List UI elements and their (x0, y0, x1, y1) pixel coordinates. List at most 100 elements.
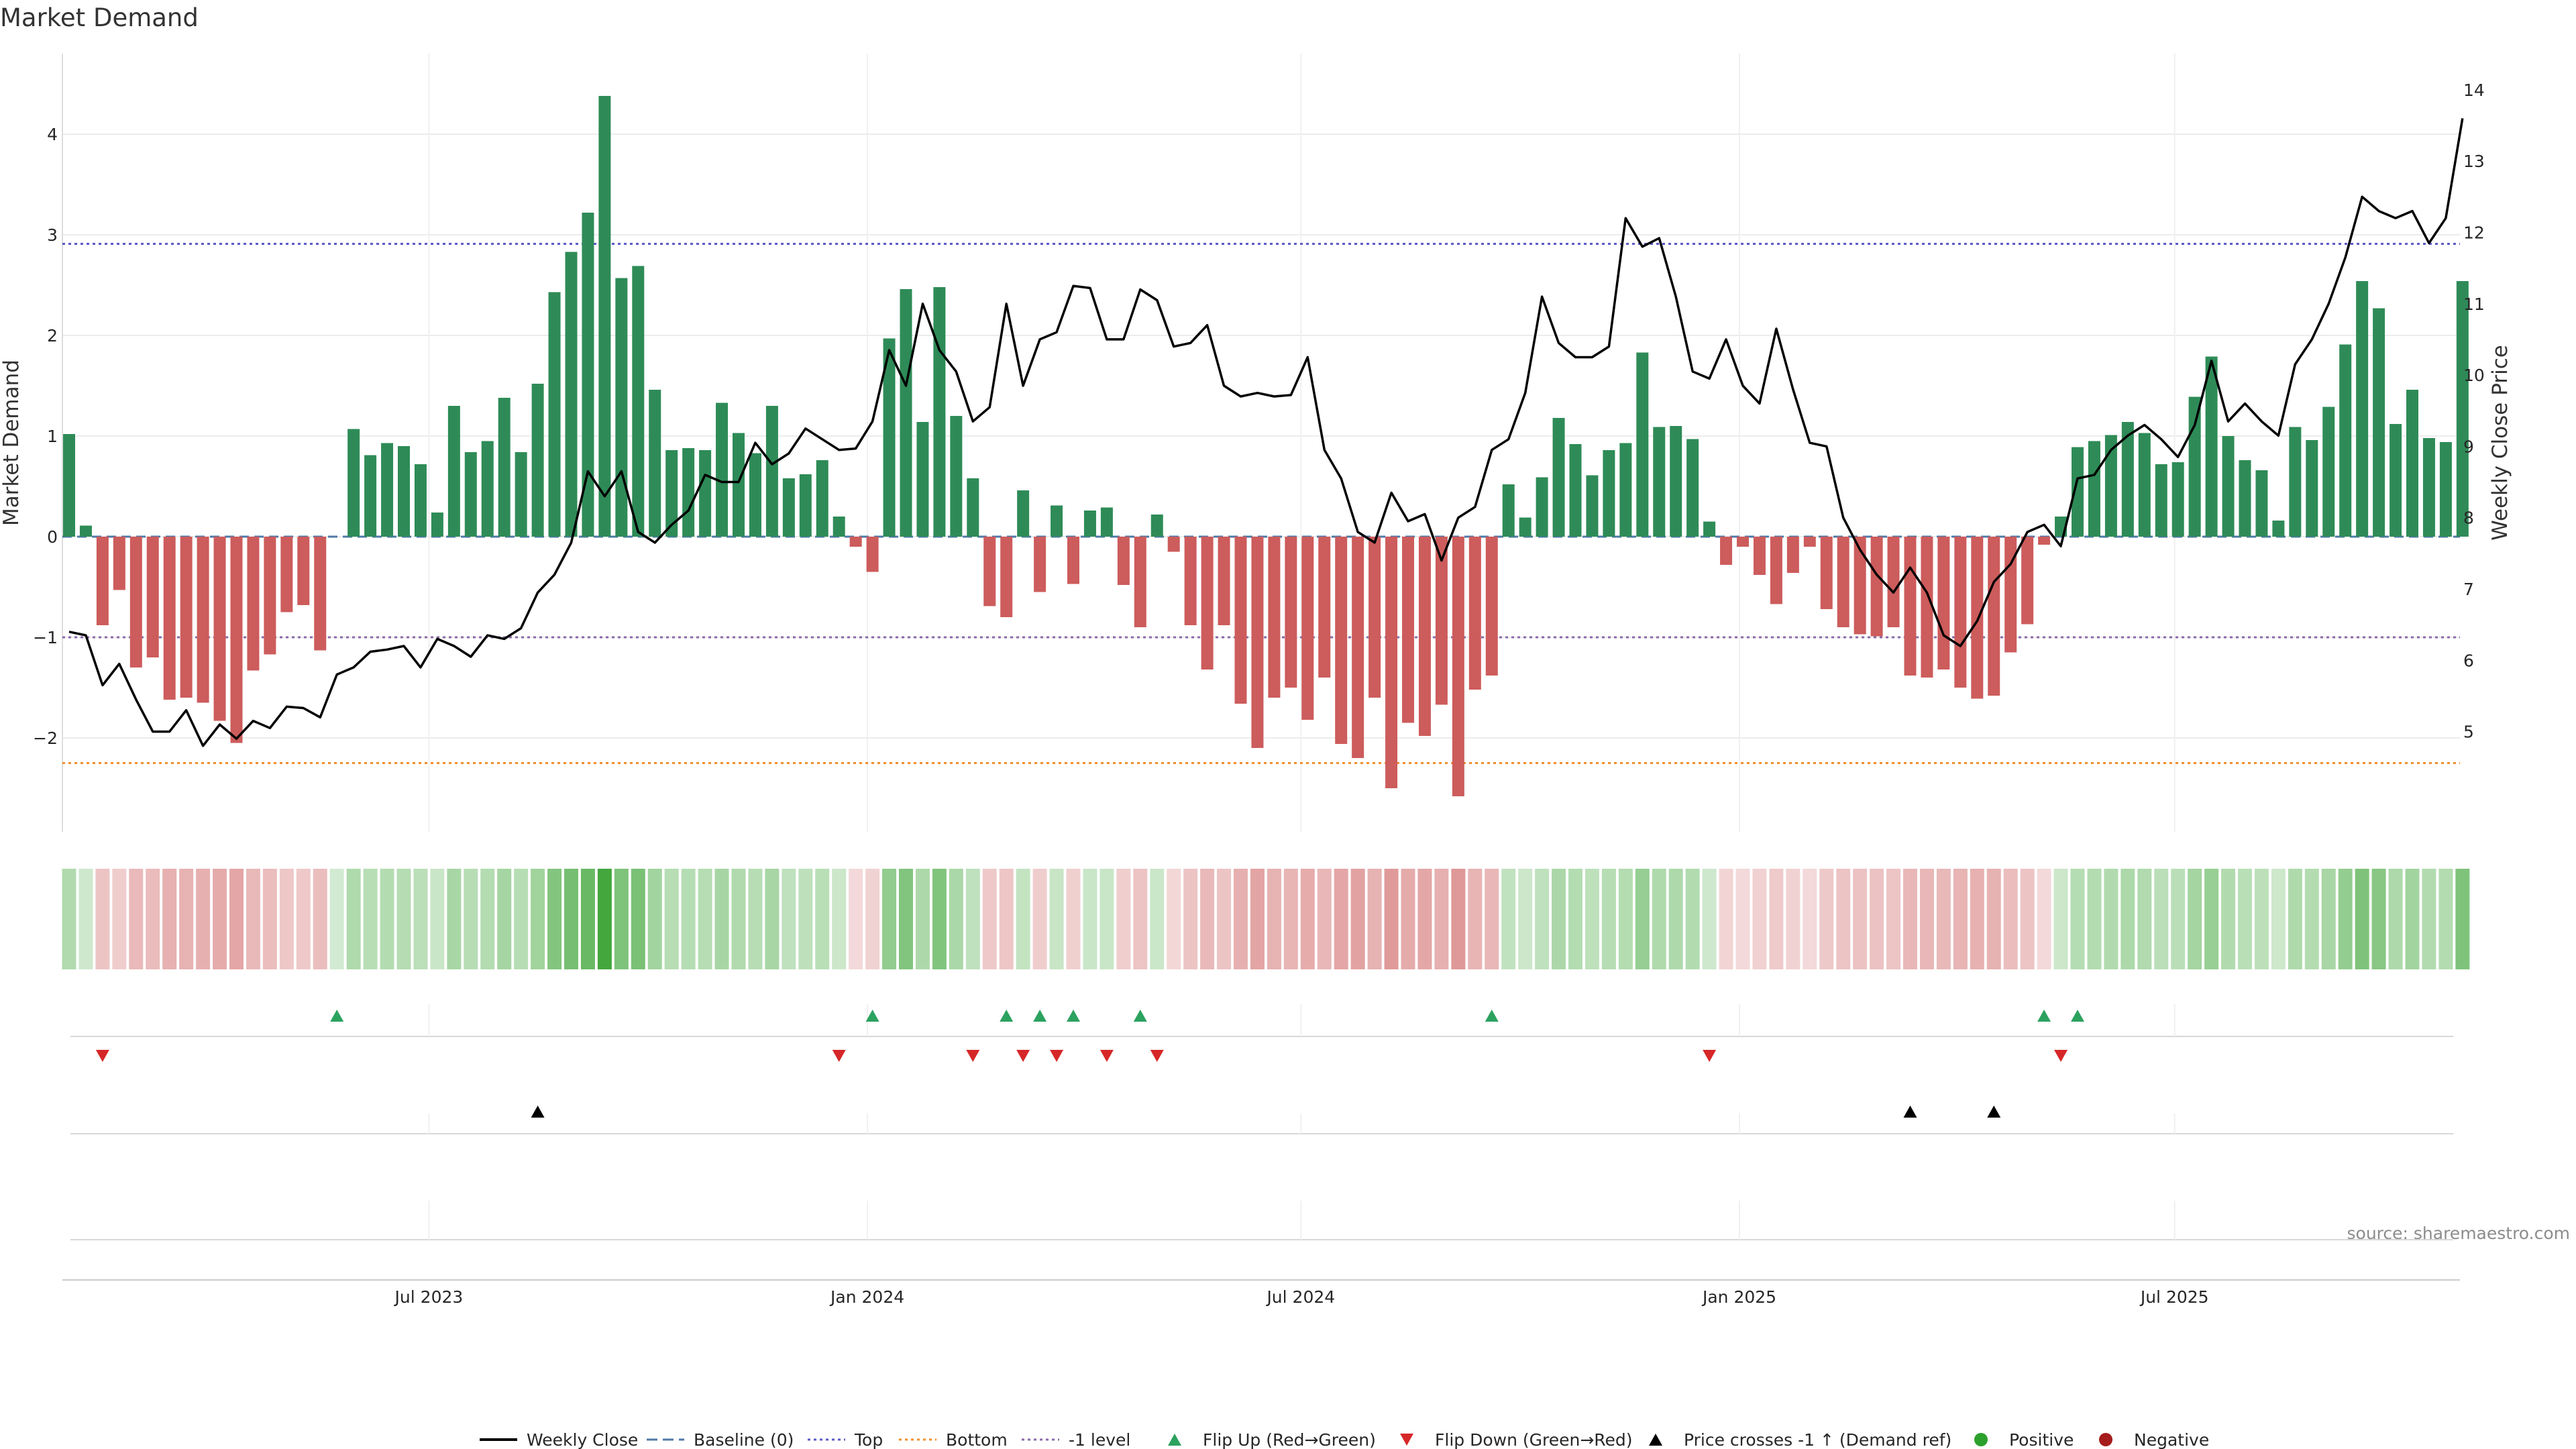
weekly-close-line (68, 118, 2464, 747)
heat-cell-101 (1752, 869, 1767, 969)
demand-bar-61 (1083, 511, 1096, 537)
heat-cell-30 (564, 869, 578, 969)
heat-cell-102 (1769, 869, 1784, 969)
heat-cell-113 (1953, 869, 1968, 969)
legend-label-7: Price crosses -1 ↑ (Demand ref) (1684, 1430, 1951, 1449)
demand-bar-110 (1904, 537, 1917, 676)
heat-cell-92 (1601, 869, 1616, 969)
heat-cell-108 (1870, 869, 1884, 969)
demand-bar-104 (1803, 537, 1816, 547)
demand-bar-3 (113, 537, 125, 590)
legend-label-0: Weekly Close (527, 1430, 638, 1449)
heat-cell-25 (480, 869, 495, 969)
demand-bar-99 (1720, 537, 1733, 565)
legend-item-1: Baseline (0) (647, 1430, 794, 1449)
demand-bar-88 (1536, 477, 1548, 537)
demand-bar-76 (1335, 537, 1348, 744)
legend-label-6: Flip Down (Green→Red) (1435, 1430, 1633, 1449)
demand-bar-58 (1034, 537, 1046, 592)
demand-bar-107 (1854, 537, 1866, 635)
heat-cell-115 (1986, 869, 2001, 969)
heat-cell-112 (1936, 869, 1951, 969)
heat-cell-81 (1417, 869, 1432, 969)
price-cross-marker-115 (1987, 1106, 2001, 1118)
legend-swatch-5 (1168, 1434, 1181, 1446)
heat-cell-58 (1032, 869, 1047, 969)
heat-cell-15 (313, 869, 327, 969)
flip-up-marker-60 (1067, 1010, 1080, 1022)
right-tick-label-0: 14 (2463, 80, 2485, 100)
flip-down-marker-46 (832, 1050, 846, 1062)
heat-cell-0 (62, 869, 76, 969)
demand-bar-56 (1000, 537, 1013, 617)
heat-cell-100 (1735, 869, 1750, 969)
demand-bar-103 (1786, 537, 1799, 573)
demand-bar-38 (699, 450, 712, 537)
demand-bar-65 (1150, 515, 1163, 537)
flip-up-marker-48 (865, 1010, 879, 1022)
heat-cell-43 (782, 869, 796, 969)
heat-cell-94 (1635, 869, 1650, 969)
heat-cell-78 (1367, 869, 1382, 969)
demand-bar-73 (1285, 537, 1297, 688)
legend-swatch-9 (2099, 1433, 2112, 1446)
heat-cell-107 (1853, 869, 1868, 969)
legend-label-1: Baseline (0) (694, 1430, 794, 1449)
heat-cell-29 (547, 869, 562, 969)
chart-title: Market Demand (0, 3, 199, 32)
heat-cell-103 (1786, 869, 1801, 969)
demand-bar-27 (515, 452, 527, 537)
demand-bar-49 (883, 338, 896, 537)
heat-cell-49 (882, 869, 897, 969)
heat-cell-139 (2388, 869, 2403, 969)
heat-cell-141 (2422, 869, 2436, 969)
heat-cell-42 (765, 869, 780, 969)
demand-bar-43 (782, 478, 795, 537)
x-tick-label-2: Jul 2024 (1265, 1287, 1335, 1307)
heat-cell-76 (1334, 869, 1348, 969)
heat-cell-18 (363, 869, 378, 969)
heat-cell-52 (932, 869, 947, 969)
demand-bar-75 (1318, 537, 1331, 678)
heat-cell-82 (1434, 869, 1449, 969)
demand-bar-62 (1100, 507, 1113, 537)
demand-bar-8 (197, 537, 209, 703)
demand-bar-36 (665, 450, 678, 537)
heat-cell-72 (1267, 869, 1281, 969)
heat-cell-16 (329, 869, 344, 969)
legend-item-5: Flip Up (Red→Green) (1168, 1430, 1376, 1449)
demand-bar-47 (849, 537, 862, 547)
legend-item-2: Top (808, 1430, 883, 1449)
heat-cell-132 (2271, 869, 2286, 969)
demand-bar-138 (2373, 308, 2385, 537)
heat-cell-117 (2020, 869, 2035, 969)
demand-bar-60 (1067, 537, 1079, 584)
heat-cell-4 (129, 869, 144, 969)
demand-bar-68 (1201, 537, 1214, 669)
demand-bar-17 (347, 429, 360, 537)
demand-bar-5 (146, 537, 159, 657)
demand-bar-94 (1636, 352, 1649, 537)
heat-cell-67 (1183, 869, 1198, 969)
legend: Weekly Close Baseline (0) Top Bottom -1 leve… (480, 1430, 2209, 1449)
demand-bar-84 (1468, 537, 1481, 690)
heat-cell-48 (865, 869, 880, 969)
heat-cell-125 (2154, 869, 2169, 969)
demand-bar-9 (213, 537, 226, 721)
heat-cell-26 (497, 869, 512, 969)
demand-bar-114 (1971, 537, 1984, 699)
demand-bar-59 (1051, 505, 1063, 537)
left-tick-label-1: 3 (47, 225, 58, 245)
heat-cell-44 (798, 869, 813, 969)
demand-bar-39 (716, 402, 729, 537)
heat-cell-119 (2053, 869, 2068, 969)
heat-cell-123 (2121, 869, 2135, 969)
demand-bar-33 (615, 278, 628, 537)
heat-cell-2 (95, 869, 110, 969)
heat-cell-21 (413, 869, 428, 969)
heat-cell-35 (647, 869, 662, 969)
legend-swatch-7 (1649, 1434, 1662, 1446)
demand-bar-40 (733, 433, 745, 537)
demand-bar-127 (2188, 396, 2201, 537)
